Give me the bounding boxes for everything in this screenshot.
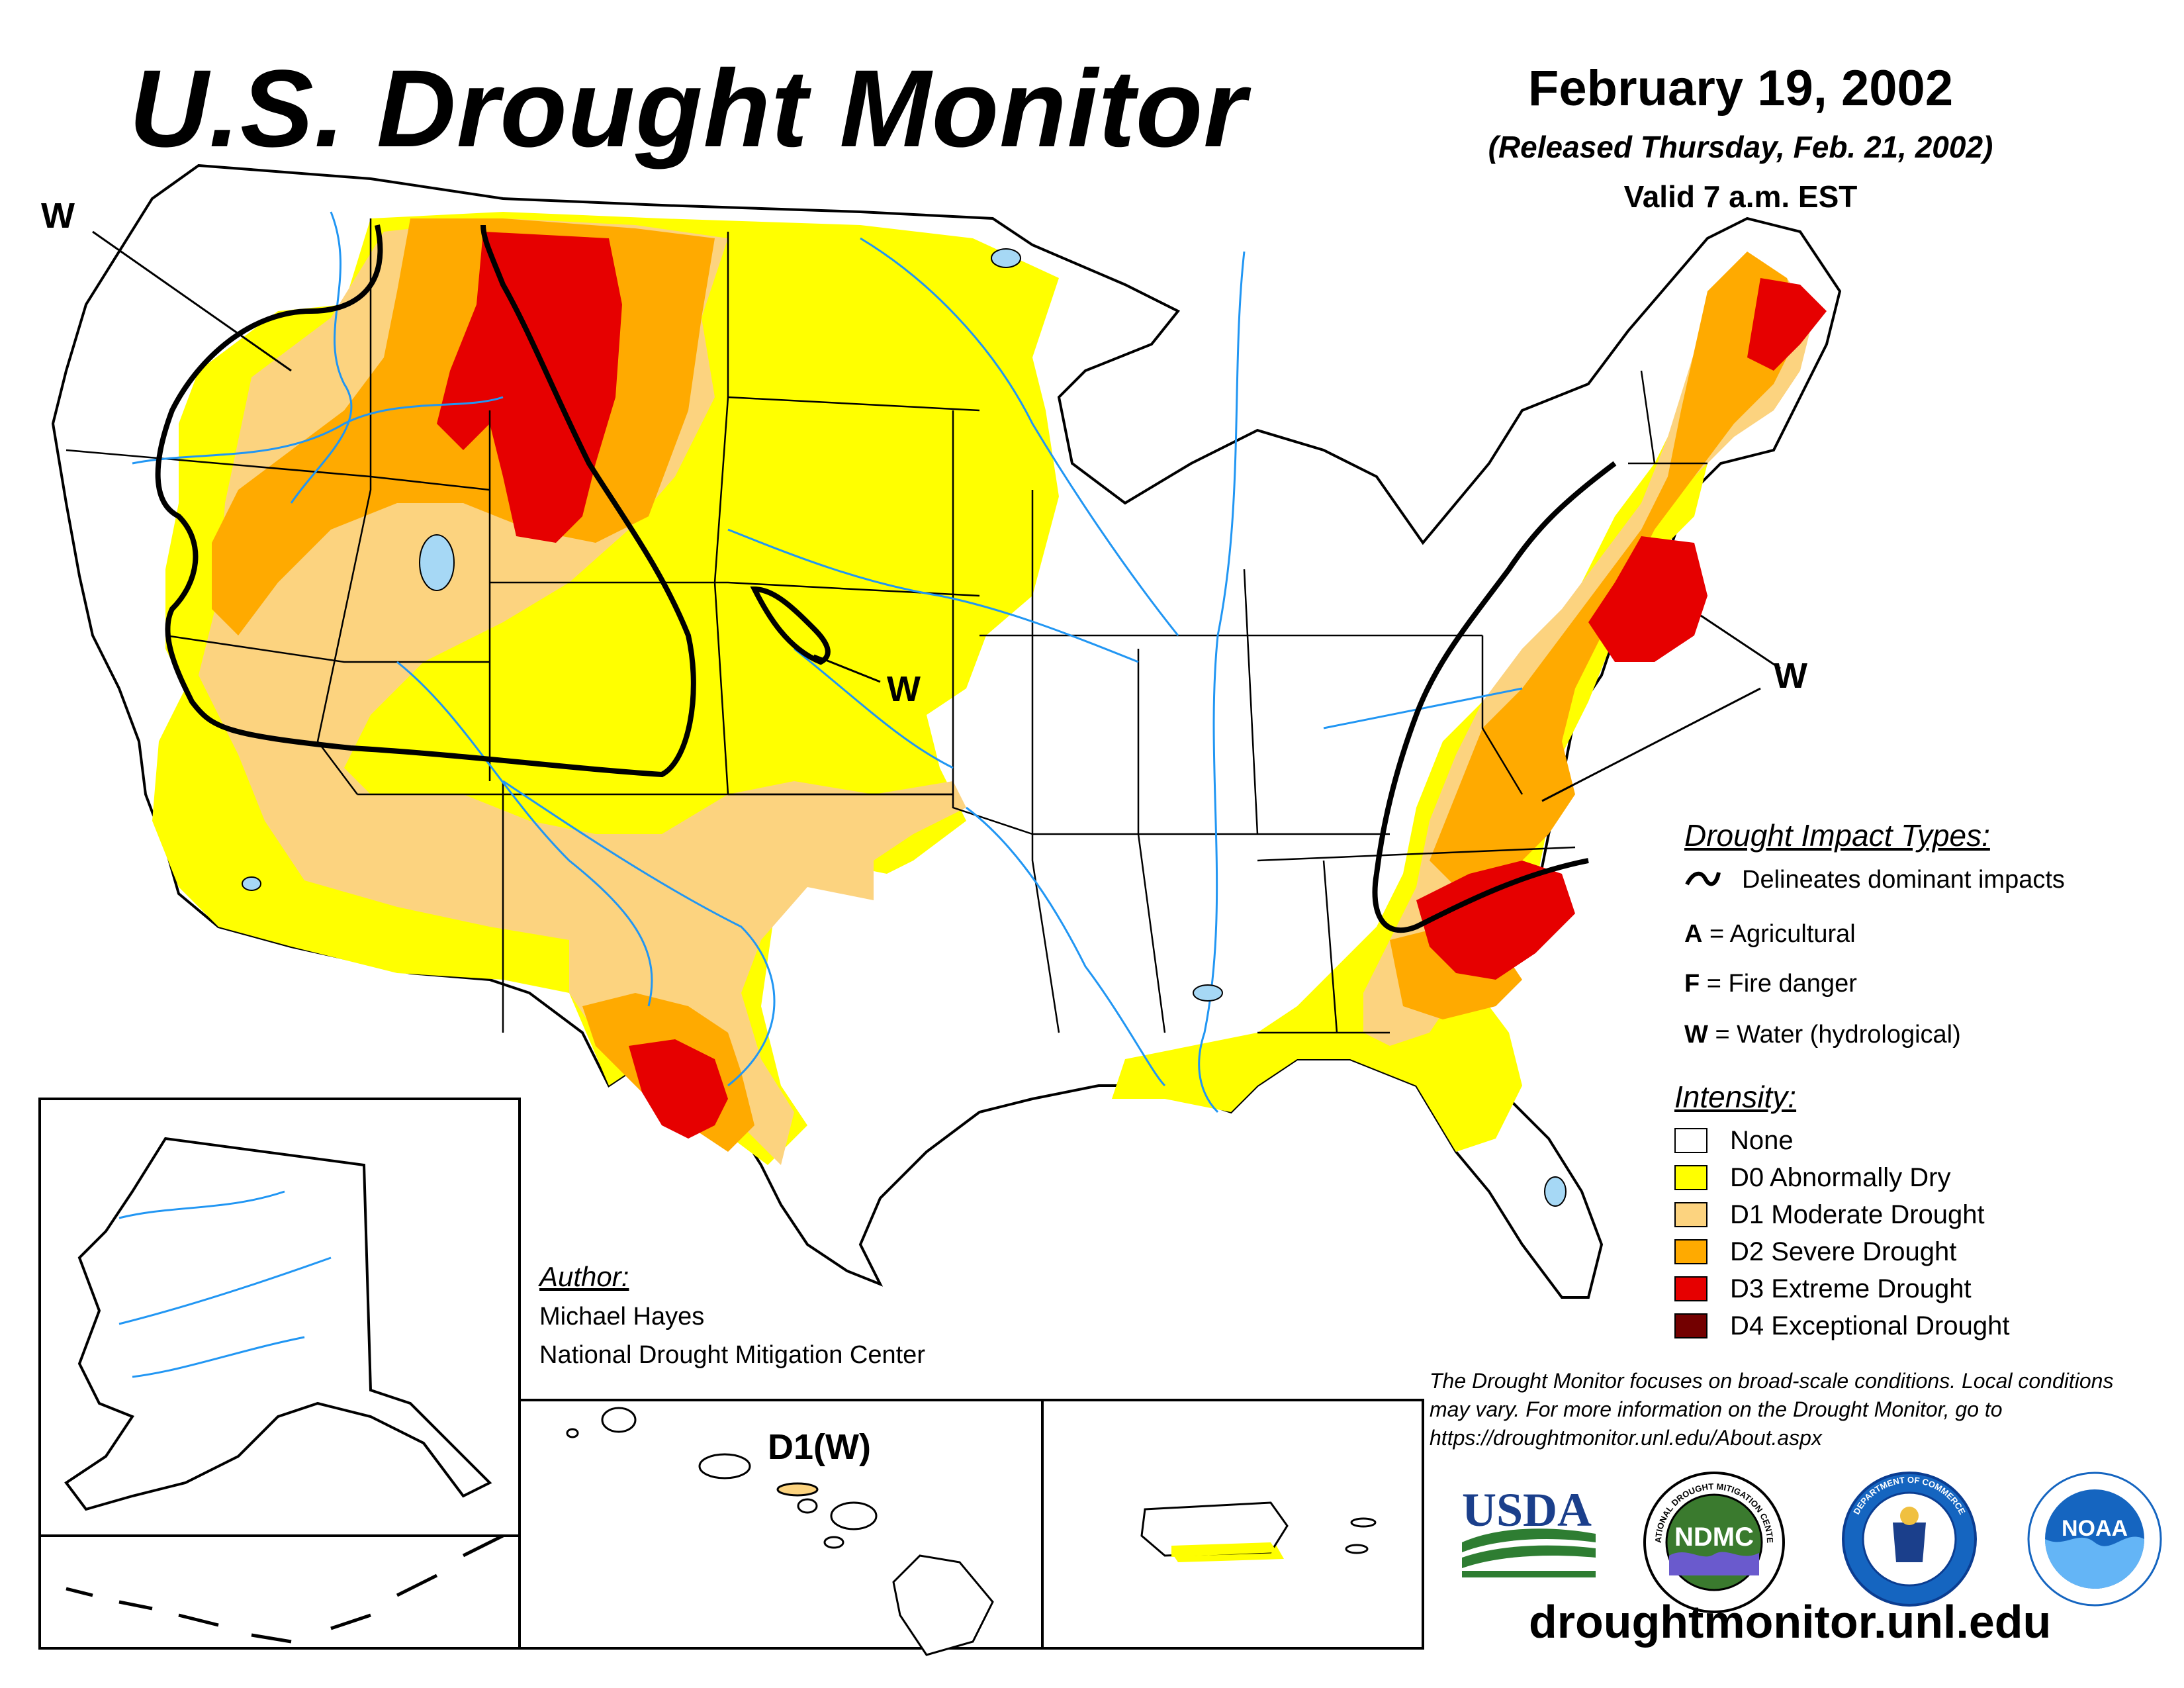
page-title: U.S. Drought Monitor	[129, 48, 1247, 170]
aleutians	[66, 1534, 504, 1644]
intensity-d3: D3 Extreme Drought	[1674, 1274, 1972, 1304]
impact-type-water: W = Water (hydrological)	[1684, 1021, 1961, 1049]
intensity-none: None	[1674, 1125, 1794, 1156]
intensity-d0: D0 Abnormally Dry	[1674, 1162, 1950, 1193]
ndmc-logo: NDMC NATIONAL DROUGHT MITIGATION CENTER	[1641, 1470, 1785, 1613]
intensity-d1: D1 Moderate Drought	[1674, 1199, 1985, 1230]
impact-label-northeast: W	[1774, 656, 1807, 696]
impact-delineations	[155, 224, 1617, 933]
svg-text:NDMC: NDMC	[1674, 1523, 1754, 1552]
state-boundaries	[66, 218, 1707, 1034]
west-impact-boundary	[155, 224, 696, 778]
lakes	[242, 248, 1567, 1207]
impact-type-agricultural: A = Agricultural	[1684, 920, 1856, 948]
svg-text:NOAA: NOAA	[2062, 1516, 2128, 1541]
intensity-d2: D2 Severe Drought	[1674, 1237, 1956, 1267]
alaska-outline	[64, 1137, 492, 1511]
author-heading: Author:	[539, 1261, 629, 1292]
impact-type-fire: F = Fire danger	[1684, 970, 1857, 998]
swatch-d1	[1674, 1202, 1707, 1227]
inset-frames	[38, 1098, 1424, 1650]
impact-label-kansas: W	[887, 669, 921, 709]
website-url[interactable]: droughtmonitor.unl.edu	[1529, 1596, 2052, 1648]
disclaimer-text: The Drought Monitor focuses on broad-sca…	[1430, 1369, 2114, 1450]
intensity-d4: D4 Exceptional Drought	[1674, 1311, 2009, 1341]
noaa-logo: NOAA	[2027, 1472, 2162, 1607]
east-impact-boundary	[1372, 461, 1617, 933]
hawaii-islands	[566, 1407, 994, 1656]
commerce-logo: DEPARTMENT OF COMMERCE	[1842, 1472, 1977, 1607]
puerto-rico	[1140, 1501, 1377, 1557]
author-name: Michael Hayes	[539, 1303, 705, 1331]
swatch-d0	[1674, 1165, 1707, 1190]
impact-line-icon	[1685, 871, 1721, 886]
label-pointers	[92, 230, 1781, 802]
d3-regions	[437, 232, 1827, 1139]
swatch-none	[1674, 1128, 1707, 1153]
map-date: February 19, 2002	[1527, 60, 1954, 117]
impact-types-heading: Drought Impact Types:	[1684, 818, 1990, 853]
swatch-d2	[1674, 1239, 1707, 1264]
impact-label-west: W	[41, 196, 75, 236]
swatch-d3	[1674, 1276, 1707, 1301]
valid-time: Valid 7 a.m. EST	[1623, 179, 1858, 214]
author-org: National Drought Mitigation Center	[539, 1341, 925, 1369]
kansas-impact-boundary	[750, 586, 831, 665]
swatch-d4	[1674, 1313, 1707, 1338]
impact-delineates-label: Delineates dominant impacts	[1742, 866, 2065, 894]
rivers	[132, 211, 1523, 1113]
intensity-heading: Intensity:	[1674, 1080, 1797, 1114]
alaska-rivers	[118, 1190, 332, 1378]
svg-text:USDA: USDA	[1462, 1483, 1592, 1536]
usda-logo: USDA	[1462, 1483, 1596, 1577]
impact-label-hawaii: D1(W)	[768, 1427, 871, 1467]
release-date: (Released Thursday, Feb. 21, 2002)	[1488, 130, 1993, 164]
